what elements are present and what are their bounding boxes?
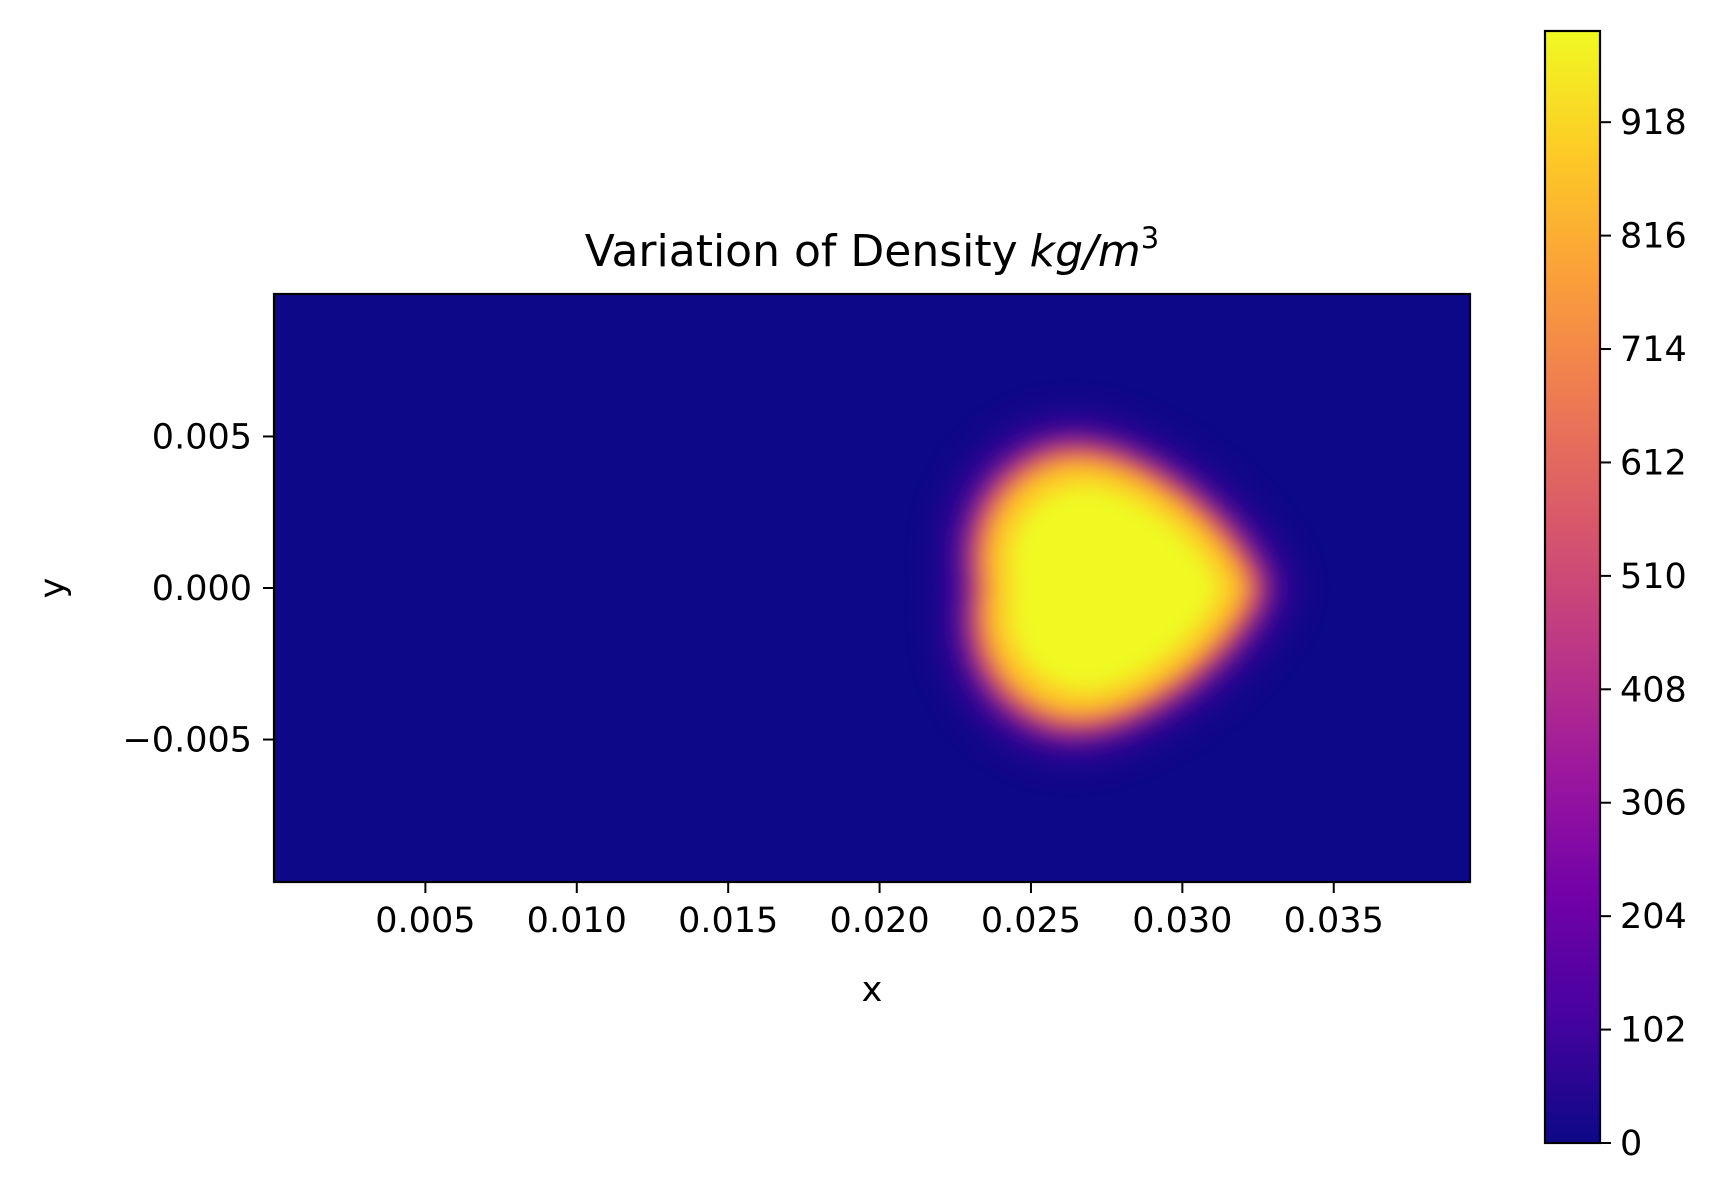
x-tick-label: 0.005 <box>375 901 475 941</box>
x-axis-label: x <box>862 970 883 1010</box>
x-tick-label: 0.020 <box>829 901 929 941</box>
colorbar-ticks: 0 102 204 306 408 510 612 714 816 918 <box>1600 103 1687 1164</box>
y-tick-label: 0.005 <box>152 417 252 457</box>
chart-title: Variation of Density kg/m3 <box>585 221 1159 277</box>
colorbar-tick-label: 714 <box>1620 330 1687 370</box>
chart-title-unit: kg/m <box>1030 226 1141 277</box>
x-axis-ticks: 0.005 0.010 0.015 0.020 0.025 0.030 0.035 <box>375 882 1384 941</box>
colorbar: 0 102 204 306 408 510 612 714 816 918 <box>1543 29 1687 1164</box>
chart-title-unit-exponent: 3 <box>1141 221 1159 255</box>
density-blob <box>951 425 1287 751</box>
y-axis-ticks: 0.005 0.000 −0.005 <box>122 417 274 761</box>
heatmap-background <box>274 294 1470 882</box>
x-tick-label: 0.010 <box>527 901 627 941</box>
colorbar-strip <box>1543 29 1602 1145</box>
chart-title-main: Variation of Density <box>585 226 1018 277</box>
colorbar-tick-label: 204 <box>1620 897 1687 937</box>
blob-core <box>1009 486 1219 690</box>
colorbar-tick-label: 510 <box>1620 557 1687 597</box>
colorbar-tick-label: 102 <box>1620 1011 1687 1051</box>
plot-area <box>272 292 1472 884</box>
colorbar-tick-label: 408 <box>1620 670 1687 710</box>
y-tick-label: −0.005 <box>122 721 252 761</box>
x-tick-label: 0.035 <box>1284 901 1384 941</box>
y-axis-label: y <box>33 578 73 599</box>
colorbar-tick-label: 306 <box>1620 784 1687 824</box>
colorbar-tick-label: 612 <box>1620 443 1687 483</box>
colorbar-tick-label: 816 <box>1620 217 1687 257</box>
colorbar-tick-label: 918 <box>1620 103 1687 143</box>
x-tick-label: 0.025 <box>981 901 1081 941</box>
colorbar-tick-label: 0 <box>1620 1124 1642 1164</box>
x-tick-label: 0.030 <box>1132 901 1232 941</box>
x-tick-label: 0.015 <box>678 901 778 941</box>
y-tick-label: 0.000 <box>152 569 252 609</box>
